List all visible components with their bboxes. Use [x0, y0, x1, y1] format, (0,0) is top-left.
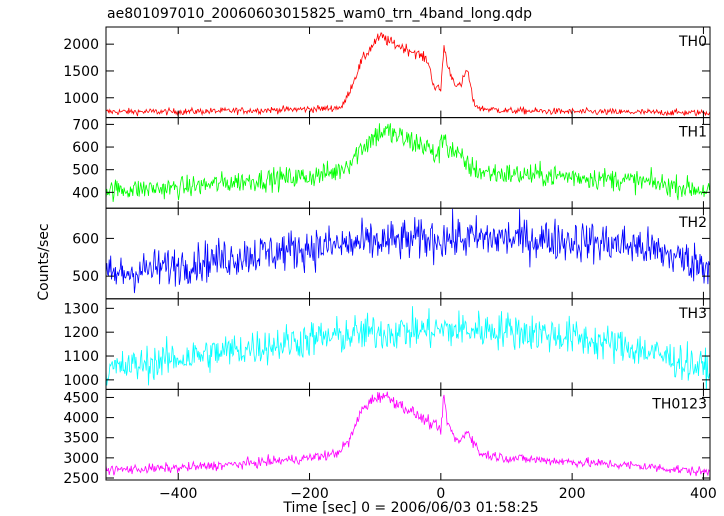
- y-tick-label: 1100: [63, 349, 99, 365]
- panel-th3: 1000 1100 1200 1300 TH3: [63, 298, 711, 390]
- y-tick-label: 2000: [63, 37, 99, 53]
- x-tick-label: 200: [559, 486, 586, 502]
- y-axis-label: Counts/sec: [36, 223, 52, 300]
- y-tick-label: 600: [72, 231, 99, 247]
- y-tick-label: 500: [72, 269, 99, 285]
- panel-frame-th0: [105, 26, 711, 119]
- y-tick-label: 400: [72, 185, 99, 201]
- y-tick-label: 600: [72, 140, 99, 156]
- y-tick-label: 4500: [63, 390, 99, 406]
- x-tick-label: 400: [690, 486, 717, 502]
- x-tick-label: −400: [159, 486, 197, 502]
- panel-th1: 400 500 600 700 TH1: [72, 117, 711, 209]
- x-axis-label: Time [sec] 0 = 2006/06/03 01:58:25: [282, 500, 538, 516]
- panel-frame-th0123: [105, 388, 711, 481]
- y-tick-label: 1200: [63, 325, 99, 341]
- x-tick-label: −200: [290, 486, 328, 502]
- x-axis-tick-labels: −400 −200 0 200 400: [159, 486, 717, 502]
- panel-frame-th1: [105, 117, 711, 209]
- band-label-th0: TH0: [678, 34, 707, 50]
- y-tick-label: 500: [72, 163, 99, 179]
- band-label-th0123: TH0123: [651, 396, 707, 412]
- y-tick-label: 3500: [63, 431, 99, 447]
- panel-frame-th2: [105, 207, 711, 300]
- chart-title: ae801097010_20060603015825_wam0_trn_4ban…: [107, 6, 532, 22]
- series-line-th1: [106, 123, 710, 202]
- y-tick-label: 4000: [63, 411, 99, 427]
- band-label-th1: TH1: [678, 125, 707, 141]
- panel-stack: 1000 1500 2000 TH0 400 500 600 700 TH1 500 600 TH2 1…: [63, 26, 711, 487]
- panel-th2: 500 600 TH2: [72, 207, 711, 300]
- y-tick-label: 1000: [63, 373, 99, 389]
- y-tick-label: 1000: [63, 91, 99, 107]
- x-tick-label: 0: [436, 486, 445, 502]
- band-label-th2: TH2: [678, 215, 707, 231]
- y-tick-label: 2500: [63, 471, 99, 487]
- series-line-th0: [106, 32, 710, 117]
- panel-th0: 1000 1500 2000 TH0: [63, 26, 711, 119]
- panel-th0123: 2500 3000 3500 4000 4500 TH0123: [63, 388, 711, 487]
- y-tick-label: 700: [72, 117, 99, 133]
- y-tick-label: 3000: [63, 451, 99, 467]
- panel-frame-th3: [105, 298, 711, 390]
- band-label-th3: TH3: [678, 306, 707, 322]
- series-line-th0123: [106, 391, 710, 477]
- y-tick-label: 1500: [63, 64, 99, 80]
- y-tick-label: 1300: [63, 301, 99, 317]
- series-line-th3: [106, 306, 710, 390]
- series-line-th2: [106, 208, 710, 294]
